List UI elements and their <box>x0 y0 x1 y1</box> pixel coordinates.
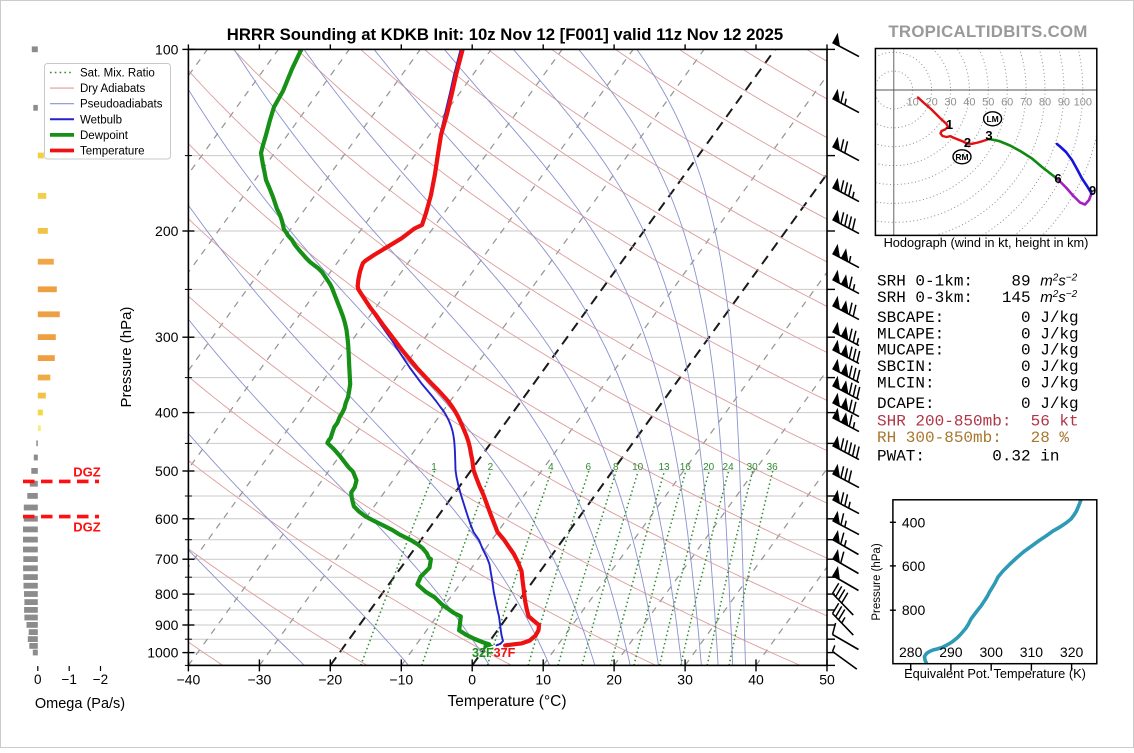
svg-text:9: 9 <box>1089 183 1096 198</box>
svg-text:40: 40 <box>748 671 764 687</box>
svg-text:800: 800 <box>155 586 179 602</box>
svg-text:16: 16 <box>680 462 692 473</box>
svg-text:37F: 37F <box>494 646 516 660</box>
svg-text:310: 310 <box>1020 644 1044 660</box>
svg-text:Pressure (hPa): Pressure (hPa) <box>871 543 883 621</box>
svg-text:2: 2 <box>488 462 494 473</box>
svg-text:30: 30 <box>677 671 693 687</box>
svg-text:290: 290 <box>939 644 963 660</box>
svg-text:0: 0 <box>468 671 476 687</box>
svg-text:Dry Adiabats: Dry Adiabats <box>80 83 145 95</box>
svg-text:−40: −40 <box>177 671 201 687</box>
svg-text:DCAPE: 0 J/kg: DCAPE: 0 J/kg <box>877 395 1079 413</box>
svg-text:Temperature (°C): Temperature (°C) <box>447 693 566 710</box>
svg-text:800: 800 <box>902 602 926 618</box>
svg-text:HRRR Sounding at KDKB Init: 1: HRRR Sounding at KDKB Init: 10z Nov 12 [… <box>227 25 783 44</box>
svg-text:30: 30 <box>944 97 956 109</box>
svg-text:70: 70 <box>1020 97 1032 109</box>
svg-text:Sat. Mix. Ratio: Sat. Mix. Ratio <box>80 68 155 80</box>
svg-text:MUCAPE: 0 J/kg: MUCAPE: 0 J/kg <box>877 342 1079 360</box>
svg-text:6: 6 <box>586 462 592 473</box>
svg-text:SRH 0-3km: 145: SRH 0-3km: 145 <box>877 289 1031 307</box>
svg-text:6: 6 <box>1054 171 1061 186</box>
svg-text:50: 50 <box>982 97 994 109</box>
svg-text:RM: RM <box>955 152 968 162</box>
svg-text:DGZ: DGZ <box>73 465 101 480</box>
svg-text:300: 300 <box>980 644 1004 660</box>
svg-text:400: 400 <box>902 514 926 530</box>
svg-text:Pressure (hPa): Pressure (hPa) <box>118 307 135 408</box>
svg-text:3: 3 <box>985 128 992 143</box>
svg-text:13: 13 <box>658 462 670 473</box>
svg-text:LM: LM <box>986 114 998 124</box>
svg-text:40: 40 <box>963 97 975 109</box>
svg-text:Wetbulb: Wetbulb <box>80 114 122 126</box>
svg-text:TROPICALTIDBITS.COM: TROPICALTIDBITS.COM <box>888 22 1087 41</box>
svg-text:−20: −20 <box>318 671 342 687</box>
svg-text:0: 0 <box>34 672 42 687</box>
svg-text:90: 90 <box>1058 97 1070 109</box>
svg-text:4: 4 <box>548 462 554 473</box>
svg-text:400: 400 <box>155 405 179 421</box>
svg-text:600: 600 <box>155 511 179 527</box>
svg-text:DGZ: DGZ <box>73 520 101 535</box>
svg-text:2: 2 <box>964 135 971 150</box>
svg-text:100: 100 <box>155 41 179 57</box>
svg-text:100: 100 <box>1074 97 1092 109</box>
svg-text:−1: −1 <box>61 672 76 687</box>
svg-text:10: 10 <box>535 671 551 687</box>
svg-text:900: 900 <box>155 617 179 633</box>
svg-text:1: 1 <box>946 117 953 132</box>
svg-text:200: 200 <box>155 223 179 239</box>
svg-text:10: 10 <box>632 462 644 473</box>
svg-text:36: 36 <box>767 462 779 473</box>
svg-text:−30: −30 <box>248 671 272 687</box>
svg-text:1000: 1000 <box>147 645 178 661</box>
svg-text:30: 30 <box>747 462 759 473</box>
svg-text:−10: −10 <box>389 671 413 687</box>
svg-text:20: 20 <box>606 671 622 687</box>
svg-text:50: 50 <box>819 671 835 687</box>
svg-text:MLCIN: 0 J/kg: MLCIN: 0 J/kg <box>877 374 1079 392</box>
svg-text:320: 320 <box>1060 644 1084 660</box>
svg-text:MLCAPE: 0 J/kg: MLCAPE: 0 J/kg <box>877 325 1079 343</box>
svg-text:80: 80 <box>1039 97 1051 109</box>
svg-text:Hodograph (wind in kt, height: Hodograph (wind in kt, height in km) <box>884 235 1089 250</box>
svg-text:600: 600 <box>902 558 926 574</box>
svg-text:SHR 200-850mb: 56 kt: SHR 200-850mb: 56 kt <box>877 413 1079 431</box>
svg-text:Equivalent Pot. Temperature (K: Equivalent Pot. Temperature (K) <box>904 666 1086 681</box>
svg-text:700: 700 <box>155 551 179 567</box>
svg-text:32F: 32F <box>472 646 494 660</box>
svg-text:280: 280 <box>899 644 923 660</box>
svg-text:SBCIN: 0 J/kg: SBCIN: 0 J/kg <box>877 358 1079 376</box>
svg-text:20: 20 <box>703 462 715 473</box>
svg-text:SBCAPE: 0 J/kg: SBCAPE: 0 J/kg <box>877 309 1079 327</box>
svg-text:1: 1 <box>431 462 437 473</box>
svg-text:RH 300-850mb: 28 %: RH 300-850mb: 28 % <box>877 429 1069 447</box>
svg-text:SRH 0-1km: 89: SRH 0-1km: 89 <box>877 273 1031 291</box>
svg-text:Dewpoint: Dewpoint <box>80 130 129 142</box>
svg-text:24: 24 <box>723 462 735 473</box>
svg-text:8: 8 <box>613 462 619 473</box>
svg-text:10: 10 <box>907 97 919 109</box>
svg-text:60: 60 <box>1001 97 1013 109</box>
svg-text:PWAT: 0.32 in: PWAT: 0.32 in <box>877 447 1059 465</box>
svg-text:300: 300 <box>155 329 179 345</box>
svg-text:500: 500 <box>155 463 179 479</box>
svg-text:Pseudoadiabats: Pseudoadiabats <box>80 99 163 111</box>
svg-text:Temperature: Temperature <box>80 146 145 158</box>
svg-text:−2: −2 <box>93 672 108 687</box>
svg-text:Omega (Pa/s): Omega (Pa/s) <box>35 696 125 712</box>
